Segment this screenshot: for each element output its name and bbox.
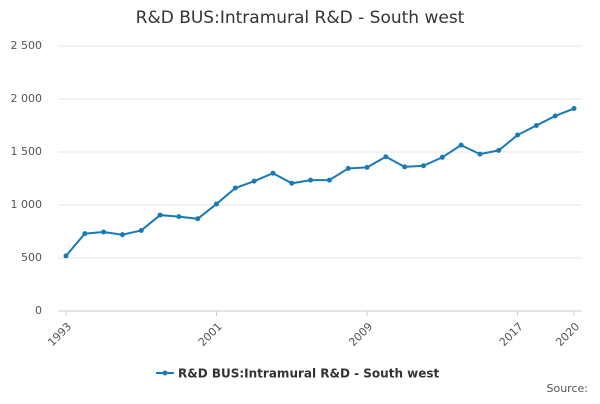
point	[82, 231, 88, 237]
point	[119, 232, 125, 238]
y-tick-label: 1 500	[11, 145, 43, 158]
y-tick-label: 2 000	[11, 92, 43, 105]
point	[458, 142, 464, 148]
y-tick-label: 0	[35, 304, 42, 317]
point	[477, 151, 483, 157]
point	[515, 132, 521, 138]
point	[270, 170, 276, 176]
x-tick-label: 2001	[196, 320, 225, 349]
point	[157, 212, 163, 218]
source: Source:	[547, 382, 589, 395]
point	[232, 185, 238, 191]
point	[138, 227, 144, 233]
legend-marker	[162, 370, 168, 376]
point	[214, 201, 220, 207]
point	[383, 154, 389, 160]
point	[63, 253, 69, 259]
point	[195, 216, 201, 222]
y-tick-label: 2 500	[11, 39, 43, 52]
point	[552, 113, 558, 119]
point	[101, 229, 107, 235]
point	[345, 165, 351, 171]
point	[533, 123, 539, 128]
point	[364, 164, 370, 170]
point	[571, 106, 577, 112]
point	[496, 147, 502, 153]
chart-title: R&D BUS:Intramural R&D - South west	[136, 8, 465, 28]
point	[439, 154, 445, 160]
point	[326, 177, 332, 183]
point	[402, 164, 408, 170]
point	[176, 214, 182, 220]
x-tick-label: 2009	[346, 320, 375, 349]
point	[308, 177, 314, 183]
y-tick-label: 500	[21, 251, 42, 264]
x-tick-label: 2017	[497, 320, 526, 349]
y-tick-label: 1 000	[11, 198, 43, 211]
x-tick-label: 1993	[45, 320, 74, 349]
point	[289, 180, 295, 186]
point	[420, 163, 426, 169]
series-line	[65, 107, 575, 257]
x-tick-label: 2020	[553, 320, 582, 349]
legend-label: R&D BUS:Intramural R&D - South west	[178, 367, 440, 381]
point	[251, 178, 257, 184]
